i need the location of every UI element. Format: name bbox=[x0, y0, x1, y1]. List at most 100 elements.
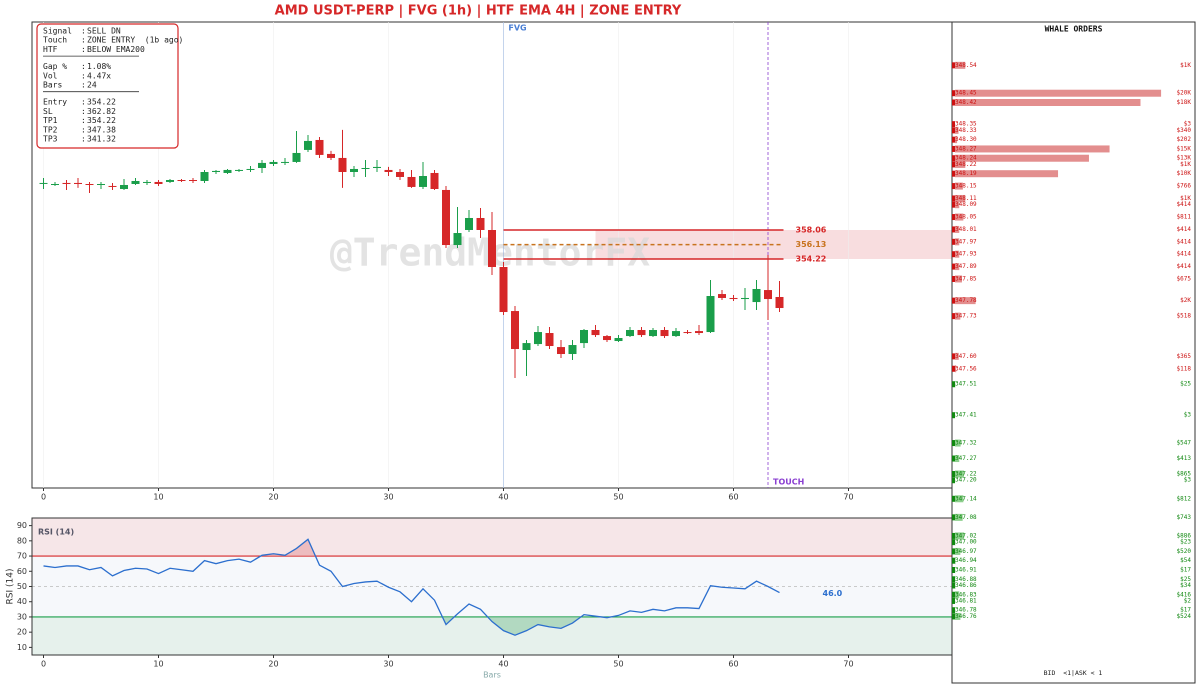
order-tick bbox=[952, 170, 955, 177]
candle-body bbox=[407, 176, 416, 187]
candle-body bbox=[39, 182, 48, 184]
order-size: $1K bbox=[1180, 161, 1191, 168]
order-tick bbox=[952, 597, 955, 604]
order-size: $20K bbox=[1177, 90, 1192, 97]
x-tick-label: 40 bbox=[498, 660, 508, 669]
info-value: 24 bbox=[87, 81, 97, 90]
x-tick-label: 50 bbox=[613, 660, 623, 669]
x-tick-label: 60 bbox=[728, 493, 738, 502]
x-tick-label: 30 bbox=[383, 660, 393, 669]
order-size: $2 bbox=[1184, 597, 1192, 604]
order-size: $414 bbox=[1177, 238, 1192, 245]
candle-body bbox=[269, 161, 278, 164]
order-bar bbox=[955, 312, 961, 320]
order-tick bbox=[952, 365, 955, 372]
order-price: 348.09 bbox=[955, 201, 977, 208]
candle-body bbox=[166, 180, 174, 182]
info-value: 1.08% bbox=[87, 62, 111, 71]
order-size: $414 bbox=[1177, 201, 1192, 208]
x-axis-label: Bars bbox=[483, 671, 501, 680]
order-bar bbox=[955, 455, 960, 463]
x-tick-label: 70 bbox=[843, 493, 853, 502]
order-tick bbox=[952, 275, 955, 282]
order-price: 347.00 bbox=[955, 539, 977, 546]
order-size: $17 bbox=[1180, 607, 1191, 614]
info-label: Signal bbox=[43, 27, 72, 36]
order-bar bbox=[955, 201, 960, 209]
info-colon: : bbox=[81, 107, 86, 116]
order-size: $25 bbox=[1180, 576, 1191, 583]
fvg-zone bbox=[595, 230, 952, 260]
order-tick bbox=[952, 145, 955, 152]
info-value: SELL DN bbox=[87, 27, 121, 36]
y-tick-label: 60 bbox=[17, 567, 27, 576]
x-tick-label: 0 bbox=[41, 660, 46, 669]
info-label: Touch bbox=[43, 36, 67, 45]
candle-body bbox=[131, 180, 140, 185]
order-size: $1K bbox=[1180, 195, 1191, 202]
order-size: $1K bbox=[1180, 62, 1191, 69]
order-tick bbox=[952, 127, 955, 134]
order-bar bbox=[955, 145, 1110, 153]
candle-body bbox=[465, 217, 473, 231]
order-bar bbox=[955, 160, 966, 168]
candle-body bbox=[775, 296, 784, 309]
order-size: $118 bbox=[1177, 365, 1192, 372]
order-price: 347.85 bbox=[955, 275, 977, 282]
order-tick bbox=[952, 226, 955, 233]
rsi-panel: 10 20 30 40 50 60 70 80 90 0 10 20 30 40 50 60 70 46.0 RSI… bbox=[6, 517, 953, 680]
candle-body bbox=[51, 184, 59, 186]
order-price: 347.14 bbox=[955, 495, 977, 502]
order-size: $18K bbox=[1177, 99, 1192, 106]
order-bar bbox=[955, 154, 1089, 162]
candle-body bbox=[522, 343, 531, 351]
info-label: Vol bbox=[43, 71, 58, 80]
order-size: $15K bbox=[1177, 145, 1192, 152]
candle-body bbox=[315, 139, 324, 155]
info-label: TP2 bbox=[43, 125, 58, 134]
order-tick bbox=[952, 121, 955, 128]
info-colon: : bbox=[81, 27, 86, 36]
order-bar bbox=[955, 263, 960, 271]
info-label: TP3 bbox=[43, 135, 58, 144]
candle-body bbox=[741, 297, 749, 300]
x-tick-label: 10 bbox=[153, 493, 163, 502]
level-label: 354.22 bbox=[796, 255, 827, 264]
order-price: 347.56 bbox=[955, 365, 977, 372]
candle-body bbox=[292, 152, 301, 162]
order-price: 348.27 bbox=[955, 145, 977, 152]
info-value: ZONE ENTRY (1b ago) bbox=[87, 36, 183, 45]
x-tick-label: 30 bbox=[383, 493, 393, 502]
info-value: 347.38 bbox=[87, 125, 116, 134]
info-colon: : bbox=[81, 71, 86, 80]
order-bar bbox=[955, 213, 964, 221]
overbought-zone bbox=[32, 518, 952, 557]
info-label: Gap % bbox=[43, 62, 67, 71]
candle-body bbox=[258, 162, 266, 168]
chart-title: AMD USDT-PERP | FVG (1h) | HTF EMA 4H | … bbox=[275, 4, 682, 19]
y-tick-label: 40 bbox=[17, 597, 27, 606]
candle-body bbox=[304, 140, 312, 150]
order-tick bbox=[952, 99, 955, 106]
order-size: $865 bbox=[1177, 471, 1192, 478]
candle-body bbox=[223, 169, 232, 173]
order-price: 347.97 bbox=[955, 238, 977, 245]
order-price: 347.20 bbox=[955, 477, 977, 484]
candle-body bbox=[718, 294, 726, 298]
candle-body bbox=[752, 288, 761, 303]
y-tick-label: 20 bbox=[17, 628, 27, 637]
y-tick-label: 50 bbox=[17, 582, 27, 591]
order-size: $886 bbox=[1177, 532, 1192, 539]
order-price: 348.33 bbox=[955, 127, 977, 134]
order-bar bbox=[955, 225, 960, 233]
candle-body bbox=[327, 153, 335, 158]
order-tick bbox=[952, 381, 955, 388]
order-tick bbox=[952, 251, 955, 258]
candle-body bbox=[361, 167, 370, 169]
order-bar bbox=[955, 194, 966, 202]
candle-body bbox=[442, 189, 450, 246]
order-size: $416 bbox=[1177, 591, 1192, 598]
y-tick-label: 70 bbox=[17, 552, 27, 561]
order-bar bbox=[955, 352, 959, 360]
order-tick bbox=[952, 607, 955, 614]
